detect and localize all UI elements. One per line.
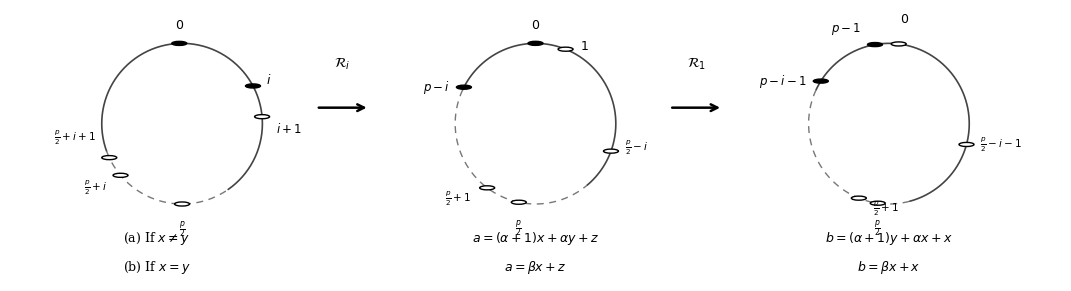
Text: $p-i$: $p-i$ <box>423 79 450 96</box>
Text: $1$: $1$ <box>579 40 588 53</box>
Text: $\frac{p}{2}$: $\frac{p}{2}$ <box>179 220 185 240</box>
Text: $p-i-1$: $p-i-1$ <box>759 73 806 90</box>
Circle shape <box>528 41 543 45</box>
Text: $\frac{p}{2}-i$: $\frac{p}{2}-i$ <box>624 139 648 157</box>
Text: $\mathcal{R}_1$: $\mathcal{R}_1$ <box>687 56 706 72</box>
Text: $i+1$: $i+1$ <box>276 123 302 136</box>
Circle shape <box>480 186 495 190</box>
Circle shape <box>255 115 270 119</box>
Circle shape <box>175 202 190 206</box>
Text: $\mathcal{R}_i$: $\mathcal{R}_i$ <box>334 56 351 72</box>
Circle shape <box>114 173 129 177</box>
Text: $\frac{p}{2}+1$: $\frac{p}{2}+1$ <box>873 200 899 218</box>
Circle shape <box>102 156 117 160</box>
Text: $b = \beta x + x$: $b = \beta x + x$ <box>857 259 921 276</box>
Circle shape <box>171 41 186 45</box>
Text: $0$: $0$ <box>531 19 540 32</box>
Text: $0$: $0$ <box>175 19 184 32</box>
Text: $a = \beta x + z$: $a = \beta x + z$ <box>504 259 567 276</box>
Text: $0$: $0$ <box>900 13 908 26</box>
Text: $\frac{p}{2}+1$: $\frac{p}{2}+1$ <box>444 189 471 208</box>
Circle shape <box>868 42 883 47</box>
Text: $\frac{p}{2}+i+1$: $\frac{p}{2}+i+1$ <box>55 129 96 148</box>
Text: $a = (\alpha+1)x + \alpha y + z$: $a = (\alpha+1)x + \alpha y + z$ <box>472 230 599 247</box>
Circle shape <box>511 200 526 204</box>
Circle shape <box>603 149 618 153</box>
Circle shape <box>959 142 974 146</box>
Text: (b) If $x = y$: (b) If $x = y$ <box>123 259 191 276</box>
Text: $i$: $i$ <box>266 73 271 87</box>
Text: $\frac{p}{2}+i$: $\frac{p}{2}+i$ <box>85 178 108 197</box>
Circle shape <box>456 85 471 89</box>
Circle shape <box>813 79 828 83</box>
Circle shape <box>245 84 260 88</box>
Circle shape <box>891 42 906 46</box>
Text: $\frac{p}{2}$: $\frac{p}{2}$ <box>874 219 881 239</box>
Circle shape <box>871 201 886 205</box>
Text: $\frac{p}{2}-i-1$: $\frac{p}{2}-i-1$ <box>980 135 1023 154</box>
Text: $p-1$: $p-1$ <box>831 21 861 37</box>
Text: (a) If $x \neq y$: (a) If $x \neq y$ <box>123 230 191 247</box>
Text: $\frac{p}{2}$: $\frac{p}{2}$ <box>515 218 523 239</box>
Circle shape <box>558 47 573 51</box>
Circle shape <box>851 196 866 200</box>
Text: $b = (\alpha+1)y + \alpha x + x$: $b = (\alpha+1)y + \alpha x + x$ <box>825 230 953 247</box>
